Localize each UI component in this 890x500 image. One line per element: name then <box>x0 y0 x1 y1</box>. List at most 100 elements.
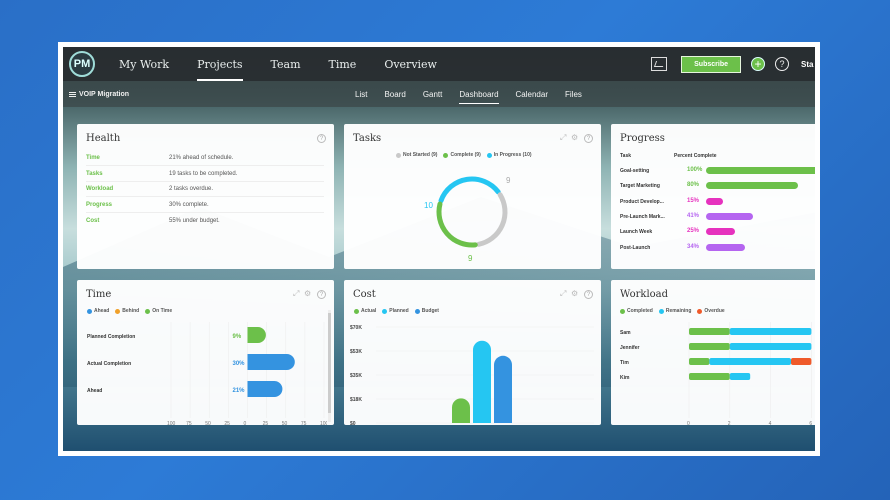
legend-item: Planned <box>382 308 409 314</box>
legend-item: Ahead <box>87 308 109 314</box>
donut-segment <box>476 192 508 247</box>
cost-title: Cost <box>353 289 376 300</box>
legend-label: Completed <box>627 308 653 314</box>
time-row-label: Ahead <box>87 388 102 394</box>
axis-tick-label: 75 <box>301 421 307 425</box>
nav-team[interactable]: Team <box>270 57 301 71</box>
axis-tick-label: $70K <box>350 325 362 331</box>
gear-icon[interactable]: ⚙ <box>304 289 312 298</box>
progress-percent: 41% <box>687 212 700 219</box>
nav-time[interactable]: Time <box>328 57 357 71</box>
legend-label: Actual <box>361 308 377 314</box>
nav-my-work[interactable]: My Work <box>119 57 170 71</box>
health-row: Progress 30% complete. <box>86 198 324 213</box>
axis-tick-label: $35K <box>350 373 362 379</box>
health-value: 19 tasks to be completed. <box>169 171 238 177</box>
tab-calendar[interactable]: Calendar <box>515 90 548 99</box>
gear-icon[interactable]: ⚙ <box>571 133 579 142</box>
progress-percent: 25% <box>687 228 700 235</box>
expand-icon[interactable]: ⤢ <box>293 289 300 298</box>
health-value: 2 tasks overdue. <box>169 186 214 192</box>
legend-item: Overdue <box>697 308 725 314</box>
progress-bar <box>706 228 735 236</box>
time-bar-chart: 100 75 50 25 0 25 50 75 100 Planned Completion 9% A… <box>87 322 327 425</box>
time-bar <box>247 381 283 397</box>
tab-files[interactable]: Files <box>565 90 582 99</box>
legend-swatch <box>87 308 92 314</box>
tab-dashboard[interactable]: Dashboard <box>459 85 499 104</box>
health-row: Workload 2 tasks overdue. <box>86 182 324 197</box>
tasks-donut-chart: 10 9 9 <box>424 176 511 263</box>
axis-tick-label: 75 <box>186 421 192 425</box>
legend-swatch <box>115 308 121 314</box>
health-row: Tasks 19 tasks to be completed. <box>86 167 324 182</box>
legend-item: Budget <box>414 308 439 314</box>
time-bar <box>247 354 295 370</box>
axis-tick-label: 2 <box>728 421 731 425</box>
progress-percent: 100% <box>687 167 703 173</box>
legend-item: Complete (9) <box>443 152 481 158</box>
progress-percent: 34% <box>687 243 700 250</box>
view-tabs: List Board Gantt Dashboard Calendar File… <box>355 81 599 107</box>
workload-name: Tim <box>620 360 629 366</box>
project-selector[interactable]: VOIP Migration <box>69 91 129 98</box>
axis-tick-label: 50 <box>282 421 288 425</box>
pm-logo[interactable]: PM <box>69 51 95 77</box>
help-icon[interactable]: ? <box>317 290 326 299</box>
expand-icon[interactable]: ⤢ <box>560 133 567 142</box>
help-icon[interactable]: ? <box>775 57 789 71</box>
health-label: Time <box>86 155 100 161</box>
tasks-card: Tasks ⤢ ⚙ ? Not Started (9) Complete (9)… <box>344 124 601 269</box>
time-bar-label: 9% <box>233 334 242 340</box>
progress-card: Progress Task Percent Complete Goal-sett… <box>611 124 815 269</box>
axis-tick-label: 100 <box>320 421 327 425</box>
legend-label: Ahead <box>94 308 110 314</box>
health-label: Cost <box>86 217 100 224</box>
help-icon[interactable]: ? <box>584 134 593 143</box>
axis-tick-label: 0 <box>687 421 690 425</box>
menu-icon[interactable] <box>69 91 76 97</box>
workload-bar-remaining <box>729 328 812 335</box>
gear-icon[interactable]: ⚙ <box>571 289 579 298</box>
legend-label: Remaining <box>665 308 692 314</box>
donut-segment <box>438 176 501 204</box>
scrollbar-thumb[interactable] <box>328 313 331 413</box>
tab-board[interactable]: Board <box>384 90 406 99</box>
health-label: Tasks <box>86 171 103 177</box>
help-icon[interactable]: ? <box>584 290 593 299</box>
presentation-icon[interactable] <box>651 57 668 71</box>
help-icon[interactable]: ? <box>317 134 326 143</box>
progress-bar <box>706 243 746 251</box>
scrollbar[interactable] <box>328 310 331 422</box>
nav-overview[interactable]: Overview <box>384 57 437 71</box>
project-subbar: VOIP Migration List Board Gantt Dashboar… <box>63 81 815 107</box>
tab-gantt[interactable]: Gantt <box>422 90 443 99</box>
progress-task-label: Post-Launch <box>620 244 651 251</box>
progress-percent: 15% <box>687 197 700 204</box>
user-menu[interactable]: Sta <box>801 59 814 69</box>
workload-bar-remaining <box>729 373 751 380</box>
cost-bar <box>452 398 470 423</box>
workload-name: Jennifer <box>620 345 640 351</box>
expand-icon[interactable]: ⤢ <box>560 289 567 298</box>
progress-bar <box>706 182 798 190</box>
subscribe-button[interactable]: Subscribe <box>681 55 741 73</box>
nav-projects[interactable]: Projects <box>197 48 243 81</box>
health-value: 21% ahead of schedule. <box>169 155 234 161</box>
progress-task-label: Goal-setting <box>620 168 650 174</box>
cost-bar <box>494 355 512 423</box>
legend-label: Budget <box>421 308 439 314</box>
progress-task-label: Product Develop... <box>620 198 664 205</box>
add-icon[interactable]: + <box>751 57 765 71</box>
legend-label: Behind <box>122 308 140 314</box>
workload-bar-remaining <box>709 358 791 365</box>
legend-label: Complete (9) <box>450 152 481 158</box>
workload-bar-chart: 0 2 4 6 Sam Jennifer Tim Kim <box>620 322 812 425</box>
legend-item: Completed <box>620 308 653 314</box>
workload-bar-overdue <box>791 358 812 365</box>
progress-title: Progress <box>620 133 665 144</box>
legend-swatch <box>382 308 388 314</box>
tab-list[interactable]: List <box>355 90 368 99</box>
health-label: Workload <box>86 186 114 192</box>
top-right-actions: Subscribe + ? Sta <box>651 47 815 81</box>
